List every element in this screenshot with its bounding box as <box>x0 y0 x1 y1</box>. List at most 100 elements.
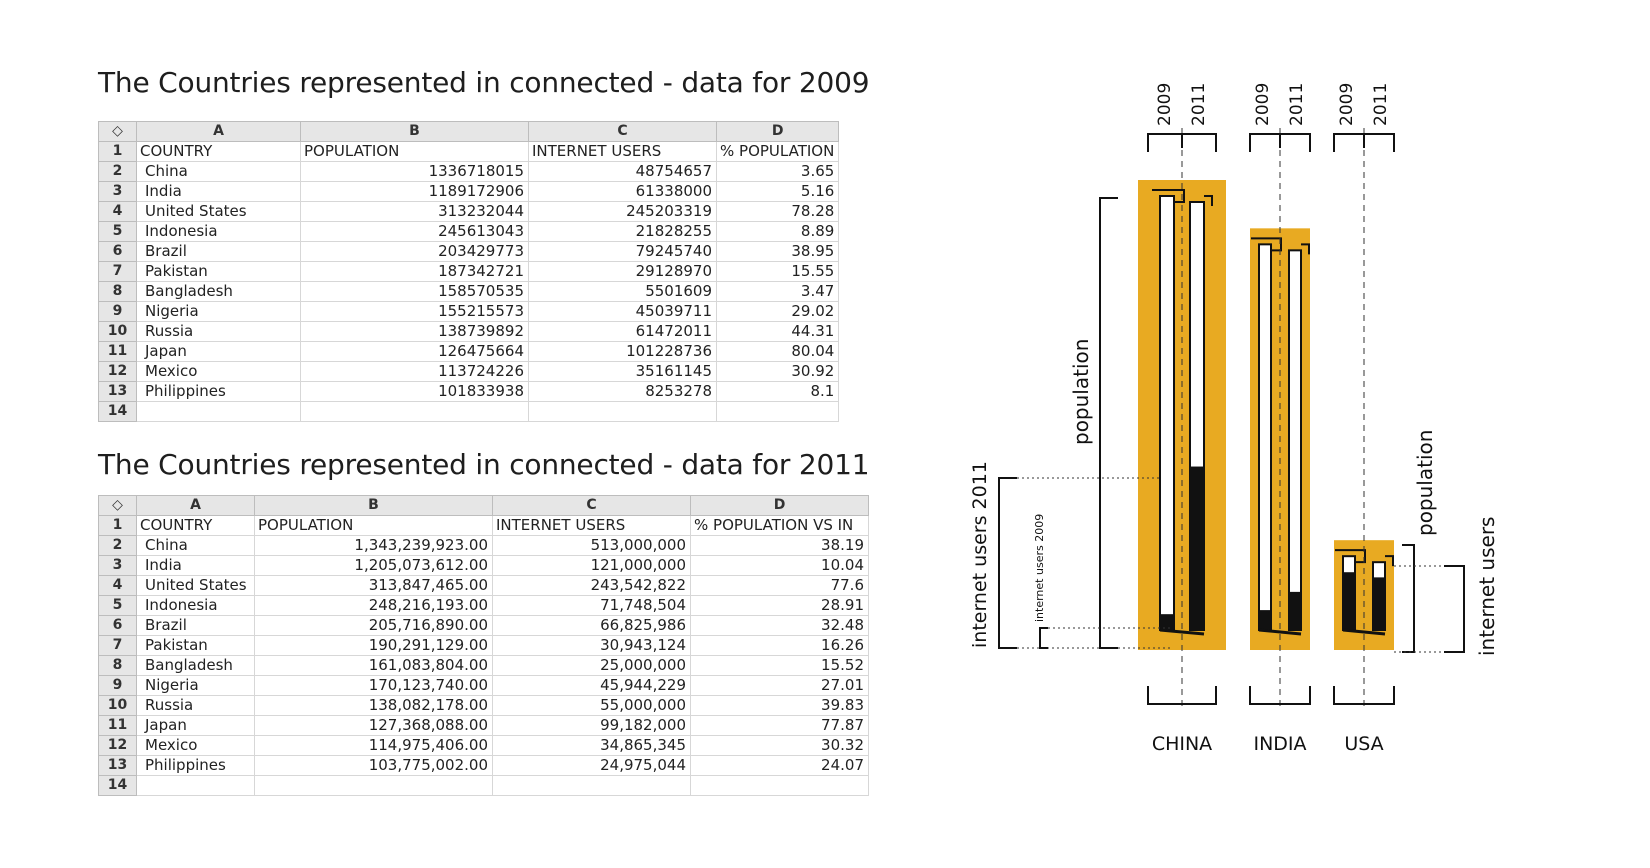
internet-users-fill-2011 <box>1289 591 1301 630</box>
column-letter-row: ◇ A B C D <box>98 495 869 516</box>
value-cell[interactable]: 313,847,465.00 <box>254 575 493 596</box>
row-number[interactable]: 9 <box>98 301 137 322</box>
country-cell[interactable]: Indonesia <box>136 595 255 616</box>
table-row: 11 Japan 126475664 101228736 80.04 <box>98 341 840 362</box>
country-label: INDIA <box>1253 733 1306 755</box>
empty-cell[interactable] <box>690 775 869 796</box>
value-cell[interactable]: 203429773 <box>300 241 529 262</box>
value-cell[interactable]: 103,775,002.00 <box>254 755 493 776</box>
value-cell[interactable]: 29.02 <box>715 301 840 322</box>
row-number[interactable]: 1 <box>98 515 137 536</box>
country-cell[interactable]: United States <box>136 201 301 222</box>
column-letter[interactable]: D <box>690 495 869 516</box>
value-cell[interactable]: 243,542,822 <box>492 575 691 596</box>
empty-row: 14 <box>98 775 869 796</box>
value-cell[interactable]: 1336718015 <box>300 161 529 182</box>
table-row: 4 United States 313,847,465.00 243,542,822 7… <box>98 575 869 596</box>
value-cell[interactable]: 71,748,504 <box>492 595 691 616</box>
row-number[interactable]: 11 <box>98 715 137 736</box>
column-letter[interactable]: A <box>136 121 301 142</box>
value-cell[interactable]: 205,716,890.00 <box>254 615 493 636</box>
country-cell[interactable]: China <box>136 161 301 182</box>
row-number[interactable]: 5 <box>98 595 137 616</box>
row-number[interactable]: 2 <box>98 161 137 182</box>
value-cell[interactable]: 101833938 <box>300 381 529 402</box>
value-cell[interactable]: 127,368,088.00 <box>254 715 493 736</box>
column-letter[interactable]: B <box>254 495 493 516</box>
year-label-2011: 2011 <box>1371 83 1391 126</box>
table-row: 3 India 1189172906 61338000 5.16 <box>98 181 840 202</box>
empty-cell[interactable] <box>715 401 840 422</box>
corner-cell[interactable]: ◇ <box>98 495 137 516</box>
value-cell[interactable]: 190,291,129.00 <box>254 635 493 656</box>
value-cell[interactable]: 80.04 <box>715 341 840 362</box>
table-row: 6 Brazil 205,716,890.00 66,825,986 32.48 <box>98 615 869 636</box>
row-number[interactable]: 5 <box>98 221 137 242</box>
value-cell[interactable]: 248,216,193.00 <box>254 595 493 616</box>
country-cell[interactable]: Nigeria <box>136 675 255 696</box>
value-cell[interactable]: 113724226 <box>300 361 529 382</box>
population-label: population <box>1069 339 1093 445</box>
row-number[interactable]: 9 <box>98 675 137 696</box>
row-number[interactable]: 2 <box>98 535 137 556</box>
usa-population-label: population <box>1413 430 1437 536</box>
row-number[interactable]: 12 <box>98 735 137 756</box>
country-label: CHINA <box>1152 733 1212 755</box>
value-cell[interactable]: 161,083,804.00 <box>254 655 493 676</box>
year-label-2009: 2009 <box>1337 83 1357 126</box>
column-letter-row: ◇ A B C D <box>98 121 840 142</box>
value-cell[interactable]: 77.6 <box>690 575 869 596</box>
internet-users-fill-2009 <box>1259 610 1271 630</box>
country-cell[interactable]: Bangladesh <box>136 655 255 676</box>
row-number[interactable]: 4 <box>98 201 137 222</box>
country-cell[interactable]: Mexico <box>136 361 301 382</box>
row-number[interactable]: 6 <box>98 615 137 636</box>
table-row: 10 Russia 138,082,178.00 55,000,000 39.83 <box>98 695 869 716</box>
value-cell[interactable]: 513,000,000 <box>492 535 691 556</box>
header-cell[interactable]: POPULATION <box>254 515 493 536</box>
value-cell[interactable]: 24,975,044 <box>492 755 691 776</box>
value-cell[interactable]: 1,205,073,612.00 <box>254 555 493 576</box>
country-cell[interactable]: Russia <box>136 695 255 716</box>
value-cell[interactable]: 38.95 <box>715 241 840 262</box>
row-number[interactable]: 13 <box>98 755 137 776</box>
country-cell[interactable]: Brazil <box>136 615 255 636</box>
value-cell[interactable]: 138739892 <box>300 321 529 342</box>
year-label-2009: 2009 <box>1155 83 1175 126</box>
title-2011: The Countries represented in connected -… <box>98 448 870 481</box>
spreadsheet-2011: ◇ A B C D 1 COUNTRY POPULATION INTERNET USE… <box>98 495 869 796</box>
bottom-bracket <box>1333 686 1395 705</box>
value-cell[interactable]: 55,000,000 <box>492 695 691 716</box>
value-cell[interactable]: 61472011 <box>528 321 717 342</box>
usa-internet-users-bracket <box>1444 565 1465 653</box>
title-2009: The Countries represented in connected -… <box>98 66 870 99</box>
value-cell[interactable]: 5501609 <box>528 281 717 302</box>
value-cell[interactable]: 245203319 <box>528 201 717 222</box>
row-number[interactable]: 7 <box>98 261 137 282</box>
column-letter[interactable]: D <box>715 121 840 142</box>
value-cell[interactable]: 170,123,740.00 <box>254 675 493 696</box>
base-connector <box>1342 628 1386 636</box>
header-cell[interactable]: INTERNET USERS <box>528 141 717 162</box>
value-cell[interactable]: 45,944,229 <box>492 675 691 696</box>
value-cell[interactable]: 24.07 <box>690 755 869 776</box>
empty-row: 14 <box>98 401 840 422</box>
header-cell[interactable]: POPULATION <box>300 141 529 162</box>
value-cell[interactable]: 158570535 <box>300 281 529 302</box>
table-row: 3 India 1,205,073,612.00 121,000,000 10.04 <box>98 555 869 576</box>
value-cell[interactable]: 5.16 <box>715 181 840 202</box>
value-cell[interactable]: 121,000,000 <box>492 555 691 576</box>
column-letter[interactable]: C <box>492 495 691 516</box>
column-letter[interactable]: C <box>528 121 717 142</box>
value-cell[interactable]: 29128970 <box>528 261 717 282</box>
column-letter[interactable]: B <box>300 121 529 142</box>
value-cell[interactable]: 1,343,239,923.00 <box>254 535 493 556</box>
value-cell[interactable]: 39.83 <box>690 695 869 716</box>
year-label-2011: 2011 <box>1287 83 1307 126</box>
row-number[interactable]: 14 <box>98 775 137 796</box>
country-cell[interactable]: Philippines <box>136 381 301 402</box>
value-cell[interactable]: 78.28 <box>715 201 840 222</box>
value-cell[interactable]: 27.01 <box>690 675 869 696</box>
usa-internet-users-label: internet users <box>1475 517 1499 656</box>
header-cell[interactable]: COUNTRY <box>136 141 301 162</box>
